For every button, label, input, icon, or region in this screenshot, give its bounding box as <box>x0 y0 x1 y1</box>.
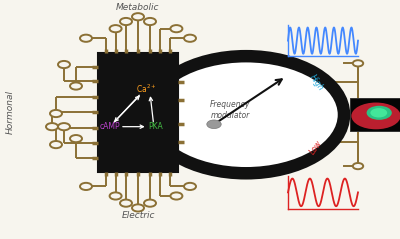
Circle shape <box>80 35 92 42</box>
Ellipse shape <box>370 108 387 118</box>
Text: Frequency
modulator: Frequency modulator <box>210 100 250 120</box>
Circle shape <box>110 192 122 200</box>
Circle shape <box>207 120 221 129</box>
Circle shape <box>353 163 363 169</box>
Text: Metabolic: Metabolic <box>116 3 160 12</box>
Circle shape <box>184 35 196 42</box>
Circle shape <box>70 135 82 142</box>
Bar <box>98 53 178 172</box>
Circle shape <box>148 56 344 173</box>
Ellipse shape <box>366 106 392 120</box>
Circle shape <box>58 61 70 68</box>
Circle shape <box>120 18 132 25</box>
Text: Hormonal: Hormonal <box>6 90 14 134</box>
Circle shape <box>170 25 182 32</box>
Circle shape <box>50 141 62 148</box>
Circle shape <box>170 192 182 200</box>
Circle shape <box>132 204 144 212</box>
Text: PKA: PKA <box>148 122 163 131</box>
Circle shape <box>46 123 58 130</box>
Ellipse shape <box>351 103 400 129</box>
Circle shape <box>144 200 156 207</box>
Circle shape <box>70 82 82 90</box>
Text: Electric: Electric <box>121 211 155 220</box>
Circle shape <box>144 18 156 25</box>
Circle shape <box>110 25 122 32</box>
Bar <box>350 98 400 131</box>
Circle shape <box>50 110 62 117</box>
Circle shape <box>132 13 144 20</box>
Circle shape <box>58 123 70 130</box>
Circle shape <box>120 200 132 207</box>
Text: cAMP: cAMP <box>100 122 120 131</box>
Circle shape <box>80 183 92 190</box>
Text: Low: Low <box>308 138 324 156</box>
Text: Ca$^{2+}$: Ca$^{2+}$ <box>136 82 156 95</box>
Text: High: High <box>308 73 325 92</box>
Circle shape <box>184 183 196 190</box>
Circle shape <box>353 60 363 66</box>
